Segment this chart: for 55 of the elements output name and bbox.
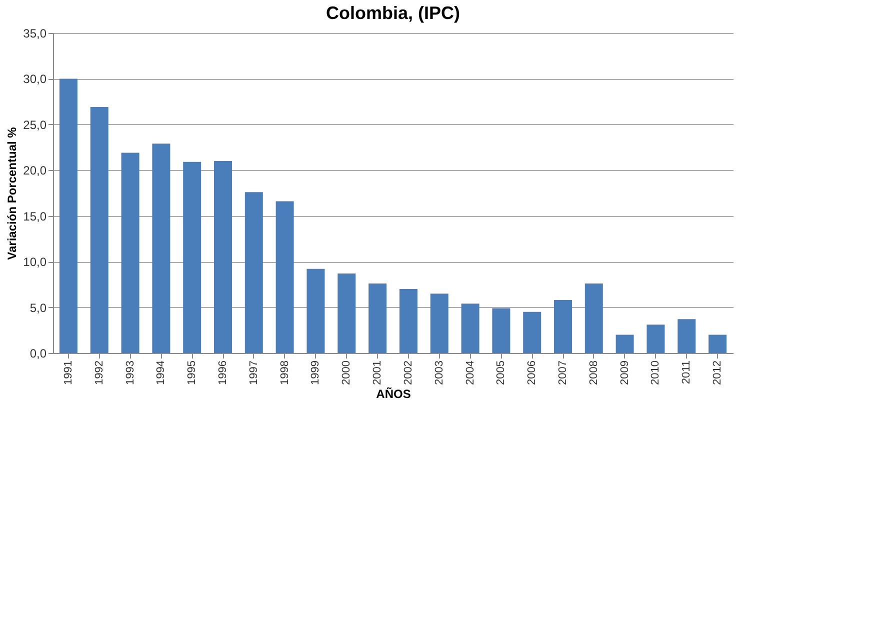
bar bbox=[430, 294, 448, 353]
bar bbox=[214, 161, 232, 353]
bar bbox=[399, 289, 418, 353]
bar bbox=[90, 107, 108, 353]
bar bbox=[121, 152, 140, 353]
x-tick-label: 1996 bbox=[217, 360, 229, 385]
bar bbox=[368, 284, 387, 353]
bar bbox=[584, 284, 603, 353]
x-tick-label: 2012 bbox=[712, 360, 724, 385]
x-axis-title: AÑOS bbox=[376, 386, 411, 401]
bar bbox=[616, 334, 634, 353]
bar bbox=[244, 192, 263, 353]
y-tick-label: 25,0 bbox=[23, 118, 47, 132]
bar bbox=[152, 144, 170, 353]
bar bbox=[523, 312, 542, 353]
x-tick-label: 2009 bbox=[618, 360, 631, 385]
x-tick-label: 2001 bbox=[372, 360, 384, 385]
x-tick-label: 1992 bbox=[93, 360, 106, 385]
y-tick-label: 10,0 bbox=[23, 255, 47, 270]
x-tick-label: 1998 bbox=[278, 360, 291, 385]
y-tick-label: 15,0 bbox=[23, 209, 47, 224]
y-tick-label: 20,0 bbox=[23, 164, 47, 178]
bar bbox=[678, 319, 696, 353]
bar bbox=[276, 201, 294, 353]
x-tick-label: 1999 bbox=[310, 360, 322, 385]
chart-title: Colombia, (IPC) bbox=[326, 3, 460, 23]
y-tick-label: 35,0 bbox=[23, 26, 47, 40]
bar bbox=[554, 300, 572, 353]
x-tick-label: 1993 bbox=[124, 360, 136, 385]
bar bbox=[492, 308, 510, 353]
x-tick-label: 1995 bbox=[186, 360, 198, 385]
x-tick-label: 2006 bbox=[526, 360, 538, 385]
bar bbox=[59, 78, 78, 353]
x-tick-label: 2011 bbox=[680, 360, 693, 384]
x-tick-label: 1991 bbox=[62, 360, 74, 385]
bar bbox=[461, 304, 480, 353]
bar bbox=[306, 268, 325, 353]
x-tick-label: 2002 bbox=[402, 360, 414, 385]
x-tick-label: 2008 bbox=[588, 360, 600, 385]
bar bbox=[338, 273, 356, 353]
y-axis-title: Variación Porcentual % bbox=[5, 126, 20, 260]
x-tick-label: 1997 bbox=[248, 360, 260, 385]
x-tick-label: 2010 bbox=[650, 360, 662, 385]
y-tick-label: 30,0 bbox=[23, 72, 47, 86]
bar bbox=[183, 162, 202, 353]
bar bbox=[646, 324, 665, 353]
x-tick-label: 2000 bbox=[340, 360, 353, 385]
y-tick-label: 0,0 bbox=[30, 346, 47, 360]
x-tick-label: 1994 bbox=[155, 360, 168, 385]
x-tick-label: 2005 bbox=[495, 360, 508, 385]
x-tick-label: 2004 bbox=[464, 360, 476, 385]
x-tick-label: 2003 bbox=[433, 360, 446, 385]
bar bbox=[708, 334, 727, 353]
y-tick-label: 5,0 bbox=[30, 300, 47, 315]
x-tick-label: 2007 bbox=[557, 360, 569, 385]
